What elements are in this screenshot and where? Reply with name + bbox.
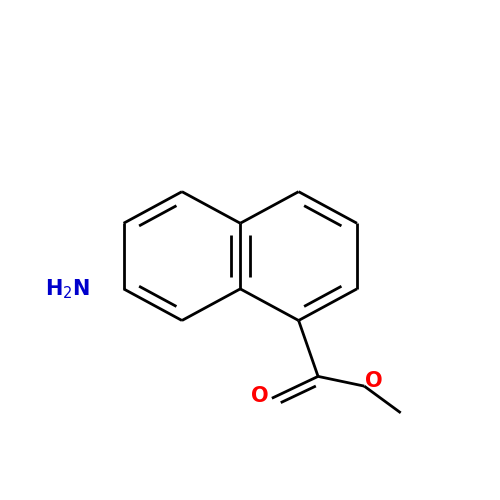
Text: O: O xyxy=(365,371,383,391)
Text: O: O xyxy=(251,386,268,406)
Text: H$_2$N: H$_2$N xyxy=(44,277,90,300)
